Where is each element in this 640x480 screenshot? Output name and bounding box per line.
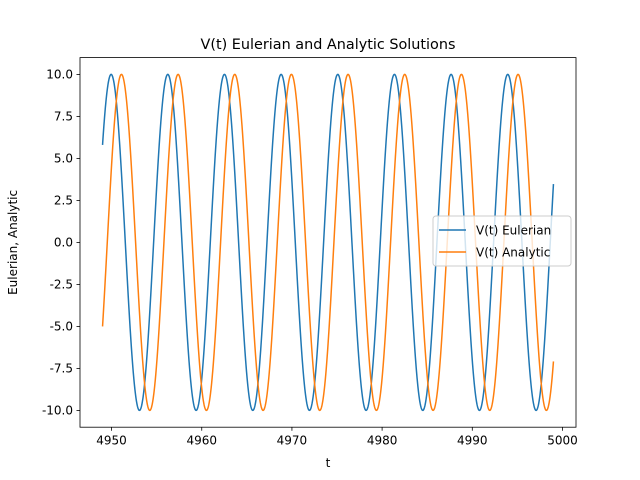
legend-box <box>432 215 572 267</box>
series-line-eulerian <box>101 73 555 412</box>
y-tick-label: -2.5 <box>50 278 73 292</box>
x-tick-label: 4970 <box>277 434 308 448</box>
y-tick-label: -10.0 <box>42 404 73 418</box>
x-tick-label: 4960 <box>186 434 217 448</box>
y-tick-label: 10.0 <box>46 68 73 82</box>
series-layer <box>101 73 555 412</box>
x-tick-label: 5000 <box>547 434 578 448</box>
y-axis: -10.0 -7.5 -5.0 -2.5 0.0 2.5 5.0 7.5 10.0 <box>42 68 80 418</box>
series-line-analytic <box>101 73 555 412</box>
y-tick-label: -5.0 <box>50 320 73 334</box>
x-tick-label: 4950 <box>96 434 127 448</box>
x-tick-label: 4990 <box>457 434 488 448</box>
y-tick-label: 5.0 <box>54 152 73 166</box>
y-tick-label: 7.5 <box>54 110 73 124</box>
y-tick-label: 0.0 <box>54 236 73 250</box>
y-tick-label: -7.5 <box>50 362 73 376</box>
legend: V(t) Eulerian V(t) Analytic <box>432 215 572 267</box>
chart-title: V(t) Eulerian and Analytic Solutions <box>201 37 456 53</box>
y-tick-label: 2.5 <box>54 194 73 208</box>
x-tick-label: 4980 <box>367 434 398 448</box>
legend-label-eulerian: V(t) Eulerian <box>476 224 551 238</box>
x-axis-label: t <box>326 456 331 470</box>
legend-label-analytic: V(t) Analytic <box>476 246 550 260</box>
y-axis-label: Eulerian, Analytic <box>6 190 20 295</box>
x-axis: 4950 4960 4970 4980 4990 5000 <box>96 427 578 448</box>
